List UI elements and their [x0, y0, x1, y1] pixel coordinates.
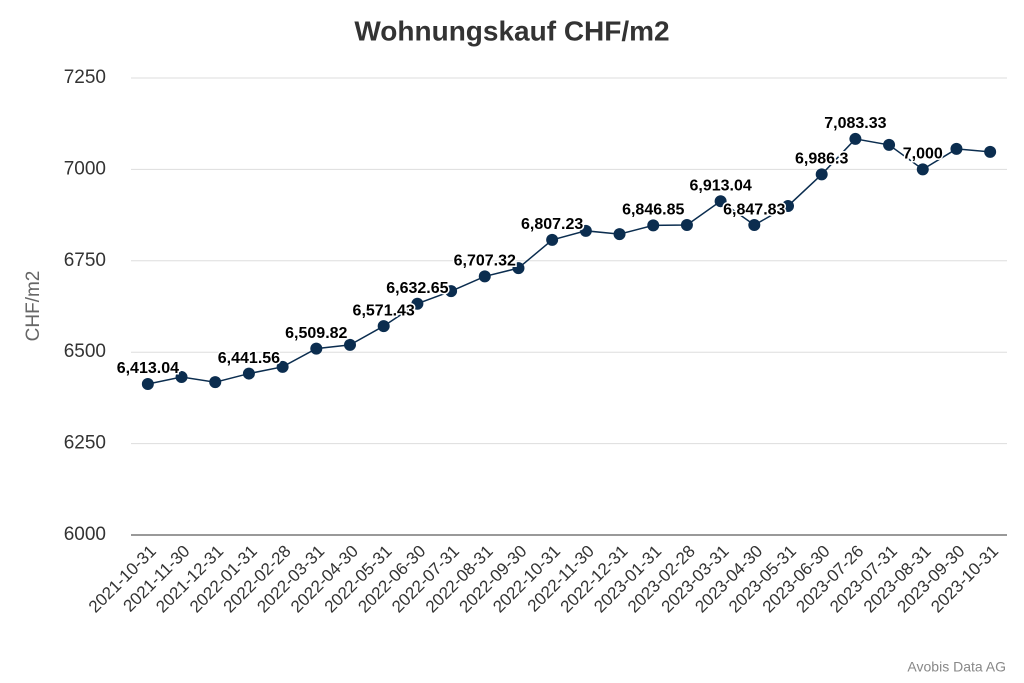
data-point	[748, 219, 761, 232]
data-label: 6,913.04	[689, 177, 751, 194]
data-point	[411, 297, 424, 310]
data-label: 6,413.04	[117, 360, 179, 377]
data-point	[344, 338, 356, 351]
data-label: 6,509.82	[285, 325, 347, 342]
data-point	[984, 145, 997, 158]
y-tick-label: 7000	[64, 158, 106, 179]
y-tick-label: 6250	[64, 433, 106, 454]
data-point	[613, 228, 626, 241]
data-label: 6,707.32	[454, 253, 516, 270]
data-label: 6,846.85	[622, 202, 684, 219]
data-point	[445, 285, 458, 298]
data-point	[714, 195, 727, 208]
y-tick-label: 6750	[64, 250, 106, 271]
data-label: 6,807.23	[521, 216, 583, 233]
data-point	[680, 218, 693, 231]
data-label: 6,632.65	[386, 280, 448, 297]
data-label: 6,847.83	[723, 201, 785, 218]
y-tick-label: 6500	[64, 341, 106, 362]
data-point	[950, 142, 963, 155]
data-point	[916, 163, 929, 176]
data-label: 7,000	[903, 146, 943, 163]
data-label: 7,083.33	[824, 115, 886, 132]
data-point	[209, 376, 222, 389]
data-point	[276, 360, 289, 373]
data-point	[883, 138, 896, 151]
y-tick-label: 6000	[64, 524, 106, 545]
data-point	[546, 233, 559, 246]
source: Avobis Data AG	[907, 659, 1006, 675]
data-point	[242, 367, 255, 380]
y-axis-label: CHF/m2	[23, 271, 44, 342]
data-point	[782, 199, 794, 212]
data-point	[647, 219, 660, 232]
series-line	[147, 138, 991, 385]
data-point	[579, 224, 592, 237]
chart-title: Wohnungskauf CHF/m2	[354, 15, 669, 46]
data-point	[175, 371, 188, 384]
data-point	[141, 377, 154, 390]
data-point	[512, 262, 525, 275]
data-label: 6,986.3	[795, 151, 848, 168]
data-label: 6,571.43	[353, 302, 415, 319]
data-point	[478, 270, 491, 283]
data-point	[310, 342, 323, 355]
data-point	[377, 320, 390, 333]
data-point	[815, 168, 828, 181]
y-tick-label: 7250	[64, 67, 106, 88]
data-point	[849, 132, 862, 145]
data-label: 6,441.56	[218, 350, 280, 367]
